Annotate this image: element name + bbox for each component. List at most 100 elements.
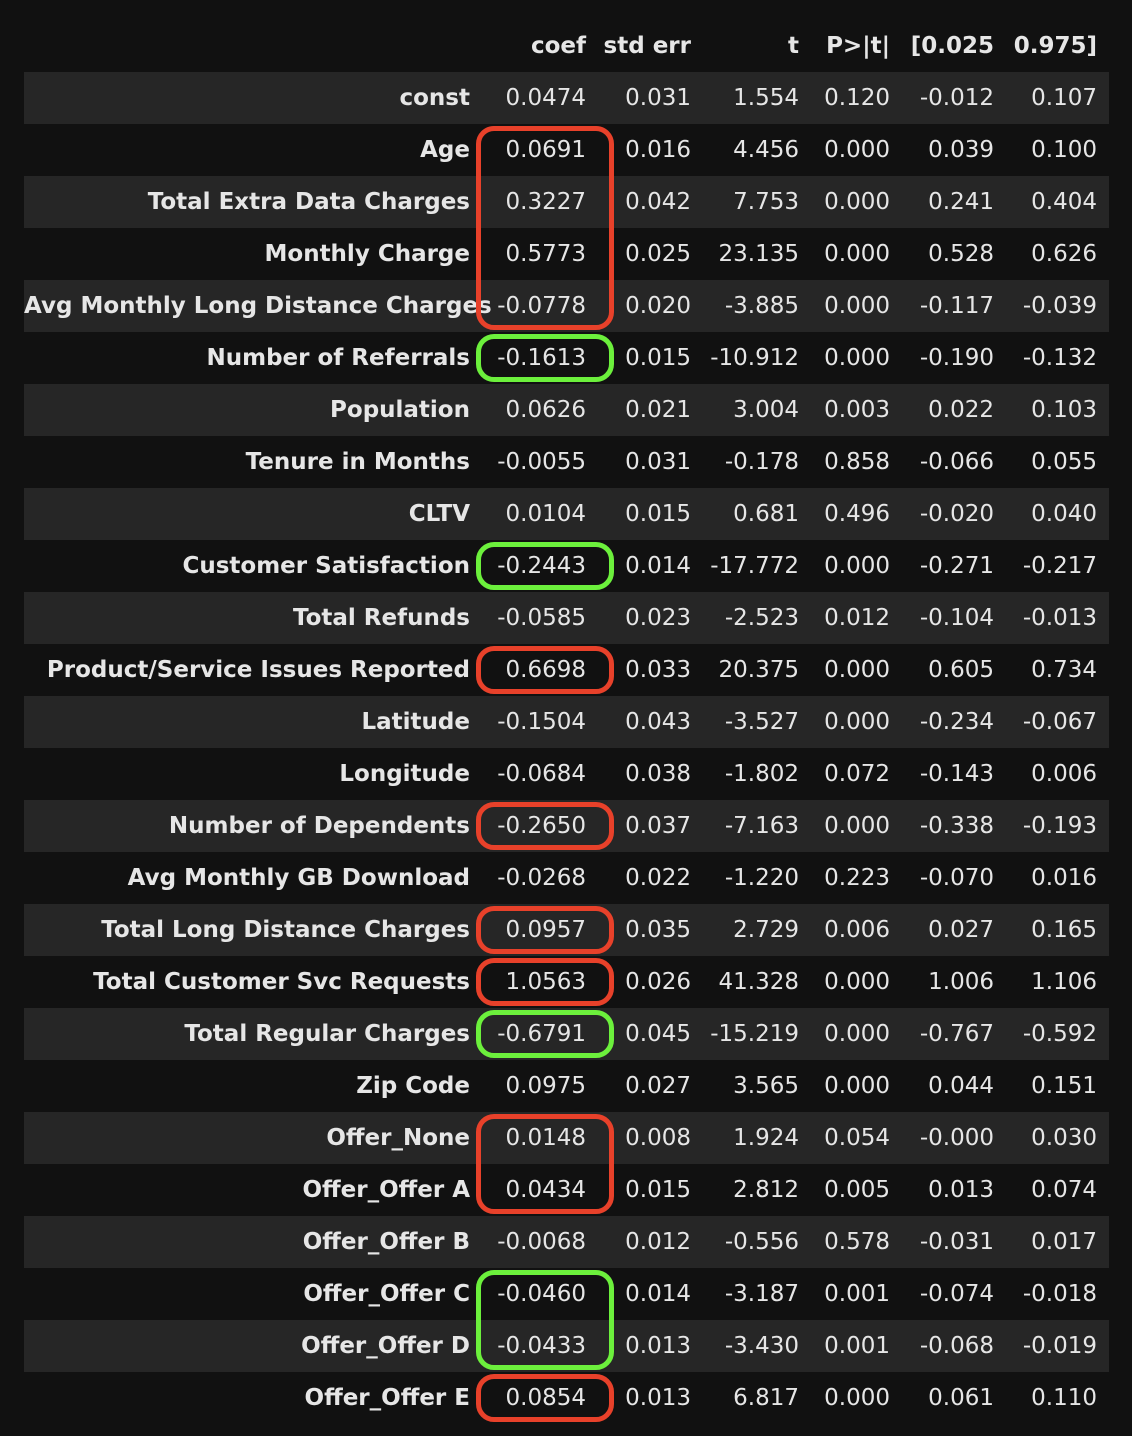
cell-p-value: 0.120 (824, 85, 890, 111)
cell-coef: -0.0433 (497, 1333, 586, 1359)
cell-std-err: 0.038 (625, 761, 691, 787)
cell-ci-lower: -0.020 (919, 501, 994, 527)
cell-ci-lower: 0.044 (928, 1073, 994, 1099)
cell-coef: 0.0474 (505, 85, 586, 111)
cell-ci-upper: -0.067 (1022, 709, 1097, 735)
cell-ci-upper: 0.006 (1031, 761, 1097, 787)
cell-ci-lower: 0.039 (928, 137, 994, 163)
cell-t: -1.802 (724, 761, 799, 787)
cell-ci-upper: 0.055 (1031, 449, 1097, 475)
cell-std-err: 0.043 (625, 709, 691, 735)
cell-ci-lower: 0.022 (928, 397, 994, 423)
cell-coef: -0.0778 (497, 293, 586, 319)
cell-std-err: 0.015 (625, 345, 691, 371)
cell-std-err: 0.045 (625, 1021, 691, 1047)
row-label: Offer_Offer E (304, 1385, 470, 1411)
cell-std-err: 0.033 (625, 657, 691, 683)
cell-t: 2.812 (733, 1177, 799, 1203)
row-label: Offer_Offer B (302, 1229, 470, 1255)
table-row: Total Customer Svc Requests 1.0563 0.026 41… (24, 956, 1109, 1008)
cell-ci-lower: -0.767 (919, 1021, 994, 1047)
table-row: Offer_Offer C -0.0460 0.014 -3.187 0.001 -0.0… (24, 1268, 1109, 1320)
cell-ci-upper: 0.100 (1031, 137, 1097, 163)
table-row: Longitude -0.0684 0.038 -1.802 0.072 -0.143 0.… (24, 748, 1109, 800)
table-row: Offer_Offer E 0.0854 0.013 6.817 0.000 0.061 0… (24, 1372, 1109, 1424)
cell-t: 20.375 (718, 657, 799, 683)
cell-t: -15.219 (710, 1021, 799, 1047)
row-label: Total Regular Charges (184, 1021, 470, 1047)
cell-ci-upper: 1.106 (1031, 969, 1097, 995)
cell-t: -3.187 (724, 1281, 799, 1307)
table-row: Offer_Offer A 0.0434 0.015 2.812 0.005 0.013 0… (24, 1164, 1109, 1216)
row-label: Latitude (361, 709, 471, 735)
cell-coef: -0.0684 (497, 761, 586, 787)
cell-coef: 0.0626 (505, 397, 586, 423)
cell-t: 1.554 (733, 85, 799, 111)
cell-std-err: 0.031 (625, 85, 691, 111)
cell-ci-upper: 0.074 (1031, 1177, 1097, 1203)
cell-ci-lower: 0.528 (928, 241, 994, 267)
cell-ci-upper: 0.040 (1031, 501, 1097, 527)
table-row: Total Regular Charges -0.6791 0.045 -15.219… (24, 1008, 1109, 1060)
row-label: Monthly Charge (264, 241, 471, 267)
table-header: coef std err t P>|t| [0.025 0.975] (24, 20, 1109, 72)
row-label: Tenure in Months (245, 449, 470, 475)
header-std-err: std err (603, 33, 691, 59)
cell-p-value: 0.000 (824, 1385, 890, 1411)
cell-coef: -0.0068 (497, 1229, 586, 1255)
cell-p-value: 0.000 (824, 553, 890, 579)
cell-ci-upper: -0.193 (1022, 813, 1097, 839)
cell-t: 3.004 (733, 397, 799, 423)
table-row: Total Long Distance Charges 0.0957 0.035 2.… (24, 904, 1109, 956)
cell-std-err: 0.013 (625, 1385, 691, 1411)
cell-ci-lower: 1.006 (928, 969, 994, 995)
cell-coef: -0.1504 (497, 709, 586, 735)
cell-p-value: 0.858 (824, 449, 890, 475)
table-row: Monthly Charge 0.5773 0.025 23.135 0.000 0.52… (24, 228, 1109, 280)
cell-std-err: 0.022 (625, 865, 691, 891)
cell-coef: 1.0563 (505, 969, 586, 995)
cell-std-err: 0.021 (625, 397, 691, 423)
table-row: Population 0.0626 0.021 3.004 0.003 0.022 0.10… (24, 384, 1109, 436)
cell-ci-lower: -0.338 (919, 813, 994, 839)
header-t: t (788, 33, 799, 59)
cell-std-err: 0.013 (625, 1333, 691, 1359)
table-row: Offer_Offer D -0.0433 0.013 -3.430 0.001 -0.0… (24, 1320, 1109, 1372)
table-row: Number of Referrals -0.1613 0.015 -10.912 0.… (24, 332, 1109, 384)
cell-ci-lower: -0.190 (919, 345, 994, 371)
cell-std-err: 0.015 (625, 501, 691, 527)
header-coef: coef (530, 33, 586, 59)
cell-p-value: 0.000 (824, 813, 890, 839)
cell-p-value: 0.000 (824, 241, 890, 267)
cell-coef: 0.5773 (505, 241, 586, 267)
cell-t: -0.178 (724, 449, 799, 475)
cell-ci-upper: -0.019 (1022, 1333, 1097, 1359)
cell-ci-upper: -0.217 (1022, 553, 1097, 579)
cell-t: 41.328 (718, 969, 799, 995)
cell-t: -3.527 (724, 709, 799, 735)
cell-ci-lower: 0.241 (928, 189, 994, 215)
cell-std-err: 0.012 (625, 1229, 691, 1255)
cell-t: -3.885 (724, 293, 799, 319)
cell-p-value: 0.000 (824, 1073, 890, 1099)
row-label: Population (330, 397, 470, 423)
cell-ci-lower: 0.013 (928, 1177, 994, 1203)
table-row: Number of Dependents -0.2650 0.037 -7.163 0.… (24, 800, 1109, 852)
cell-ci-upper: 0.107 (1031, 85, 1097, 111)
cell-ci-lower: -0.066 (919, 449, 994, 475)
regression-results-table: coef std err t P>|t| [0.025 0.975] const… (24, 20, 1109, 1424)
cell-ci-lower: -0.104 (919, 605, 994, 631)
row-label: Number of Referrals (206, 345, 470, 371)
row-label: const (399, 85, 471, 111)
cell-std-err: 0.027 (625, 1073, 691, 1099)
cell-std-err: 0.031 (625, 449, 691, 475)
cell-p-value: 0.000 (824, 1021, 890, 1047)
cell-std-err: 0.014 (625, 1281, 691, 1307)
row-label: Customer Satisfaction (182, 553, 470, 579)
cell-ci-lower: -0.012 (919, 85, 994, 111)
cell-std-err: 0.008 (625, 1125, 691, 1151)
cell-t: -1.220 (724, 865, 799, 891)
cell-ci-lower: 0.605 (928, 657, 994, 683)
row-label: Offer_None (326, 1125, 470, 1151)
cell-ci-upper: 0.030 (1031, 1125, 1097, 1151)
